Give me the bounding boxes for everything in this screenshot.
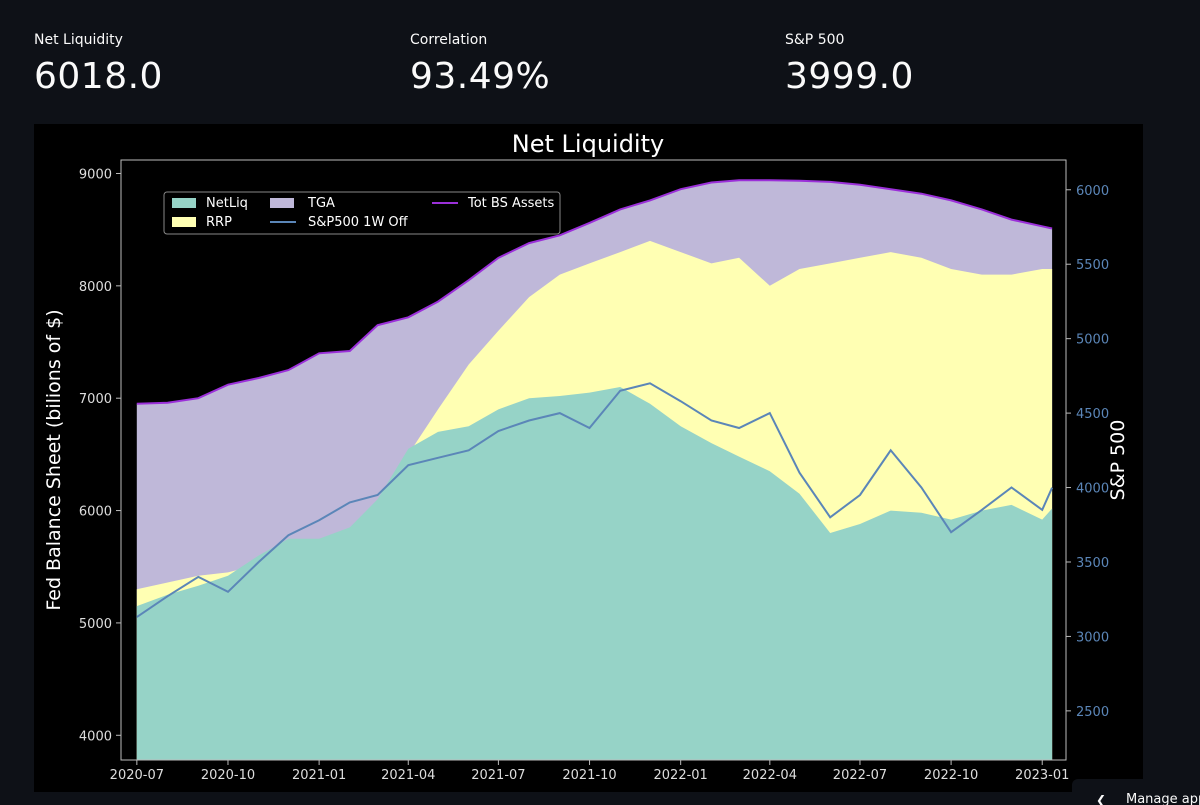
x-tick-label: 2022-01: [654, 768, 708, 783]
legend-entry-netliq: NetLiq: [206, 196, 248, 211]
line-tot-bs-assets: [136, 179, 1053, 405]
x-tick-label: 2023-01: [1015, 768, 1069, 783]
y2-tick-label: 4500: [1076, 407, 1109, 422]
y2-tick-label: 4000: [1076, 482, 1109, 497]
metric-sp500: S&P 500 3999.0: [785, 32, 914, 97]
y2-axis-label: S&P 500: [1107, 420, 1129, 501]
y2-tick-label: 3000: [1076, 630, 1109, 645]
legend-swatch-tga: [270, 198, 294, 208]
legend-entry-sp500: S&P500 1W Off: [308, 215, 409, 230]
metric-correlation: Correlation 93.49%: [410, 32, 550, 97]
x-tick-label: 2022-10: [924, 768, 978, 783]
y2-tick-label: 3500: [1076, 556, 1109, 571]
legend-entry-rrp: RRP: [206, 215, 232, 230]
y-tick-label: 4000: [79, 729, 112, 744]
line-sp500: [136, 382, 1054, 618]
y-tick-label: 6000: [79, 505, 112, 520]
x-tick-label: 2021-01: [292, 768, 346, 783]
legend-swatch-rrp: [172, 217, 196, 227]
x-tick-label: 2021-04: [381, 768, 435, 783]
manage-app-label: Manage app: [1126, 792, 1200, 805]
x-tick-label: 2022-07: [833, 768, 887, 783]
x-tick-label: 2021-10: [562, 768, 616, 783]
y-tick-label: 8000: [79, 280, 112, 295]
metric-value: 93.49%: [410, 56, 551, 97]
legend-swatch-netliq: [172, 198, 196, 208]
y-tick-label: 5000: [79, 617, 112, 632]
metric-value: 3999.0: [785, 56, 914, 97]
y-tick-label: 7000: [79, 392, 112, 407]
x-tick-label: 2020-07: [110, 768, 164, 783]
x-tick-label: 2021-07: [471, 768, 525, 783]
y2-tick-label: 5500: [1076, 258, 1109, 273]
manage-app-button[interactable]: ❮ Manage app: [1072, 779, 1200, 805]
x-tick-label: 2022-04: [743, 768, 797, 783]
legend-entry-tot-bs-assets: Tot BS Assets: [467, 196, 555, 211]
y2-tick-label: 6000: [1076, 184, 1109, 199]
y-tick-label: 9000: [79, 167, 112, 182]
chart-legend: NetLiq TGA Tot BS Assets RRP S&P500 1W O…: [163, 191, 561, 235]
metric-value: 6018.0: [34, 56, 163, 97]
metric-label: Correlation: [410, 32, 488, 48]
area-netliq: [136, 387, 1053, 760]
metric-label: Net Liquidity: [34, 32, 123, 48]
chart-container: Net Liquidity 2020-07 2020-10 2021-01 2021-…: [34, 124, 1143, 792]
y-axis-label: Fed Balance Sheet (bilions of $): [43, 309, 65, 610]
plot-frame: [120, 159, 1067, 761]
y2-tick-label: 2500: [1076, 705, 1109, 720]
chart-title: Net Liquidity: [512, 130, 664, 158]
legend-box: [163, 191, 561, 235]
metric-label: S&P 500: [785, 32, 845, 48]
y2-tick-label: 5000: [1076, 333, 1109, 348]
chevron-left-icon: ❮: [1096, 793, 1107, 805]
metric-net-liquidity: Net Liquidity 6018.0: [34, 32, 163, 97]
net-liquidity-chart: Net Liquidity 2020-07 2020-10 2021-01 2021-…: [43, 130, 1129, 783]
x-tick-label: 2020-10: [201, 768, 255, 783]
legend-entry-tga: TGA: [307, 196, 335, 211]
